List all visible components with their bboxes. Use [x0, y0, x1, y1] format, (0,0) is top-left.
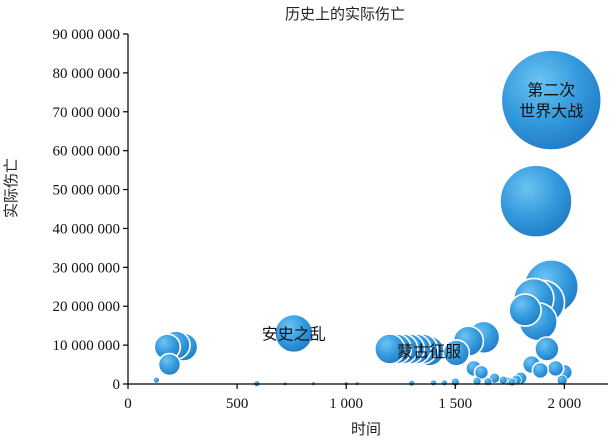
x-tick-label: 2 000	[547, 396, 581, 412]
data-bubble	[157, 352, 182, 377]
data-bubble	[507, 377, 517, 387]
data-bubble	[498, 375, 508, 385]
y-axis-label: 实际伤亡	[2, 158, 20, 218]
y-tick-label: 30 000 000	[53, 260, 121, 276]
chart-title: 历史上的实际伤亡	[285, 5, 405, 23]
data-bubble	[534, 336, 560, 362]
x-ticks: 0 500 1 000 1 500 2 000	[124, 384, 581, 412]
data-bubble	[556, 374, 568, 386]
data-bubble	[430, 379, 437, 387]
data-bubble	[500, 49, 603, 151]
data-bubble	[472, 376, 482, 386]
x-axis-label: 时间	[351, 420, 381, 438]
data-bubble	[408, 379, 416, 387]
data-bubble	[152, 376, 160, 384]
data-bubble	[508, 293, 542, 327]
x-tick-label: 1 000	[329, 396, 363, 412]
y-tick-label: 40 000 000	[53, 221, 121, 237]
data-bubble	[374, 333, 406, 365]
data-bubble	[531, 361, 550, 380]
bubble-annotation: 蒙古征服	[397, 342, 461, 361]
x-tick-label: 1 500	[438, 396, 472, 412]
y-tick-label: 90 000 000	[53, 27, 121, 43]
bubble-annotation: 第二次世界大战	[519, 81, 583, 121]
y-tick-label: 20 000 000	[53, 299, 121, 315]
data-bubble	[546, 359, 565, 378]
data-bubble	[440, 379, 448, 387]
data-bubble	[499, 164, 573, 239]
y-tick-label: 80 000 000	[53, 66, 121, 82]
data-bubble	[442, 339, 471, 367]
data-bubble	[274, 313, 314, 354]
y-tick-label: 60 000 000	[53, 144, 121, 160]
x-tick-label: 0	[124, 396, 132, 412]
y-tick-label: 50 000 000	[53, 183, 121, 199]
y-tick-label: 0	[113, 377, 121, 393]
data-bubble	[473, 364, 490, 381]
y-tick-label: 70 000 000	[53, 105, 121, 121]
x-tick-label: 500	[226, 396, 249, 412]
y-ticks: 0 10 000 000 20 000 000 30 000 000 40 000 00…	[53, 27, 128, 393]
bubbles-layer	[152, 49, 603, 388]
bubble-annotation: 安史之乱	[262, 324, 326, 343]
y-tick-label: 10 000 000	[53, 338, 121, 354]
